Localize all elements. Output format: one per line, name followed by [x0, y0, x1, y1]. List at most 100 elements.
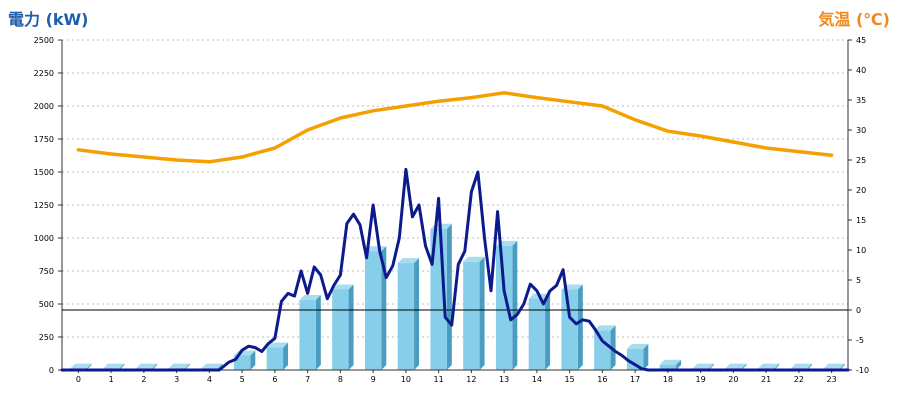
- bar-side: [86, 363, 92, 370]
- bar-top: [823, 363, 845, 369]
- bar-side: [479, 256, 485, 370]
- bar: [397, 258, 420, 370]
- x-tick-label: 21: [761, 375, 771, 384]
- left-tick-label: 250: [39, 333, 54, 342]
- x-tick-label: 7: [305, 375, 310, 384]
- x-tick-label: 23: [827, 375, 837, 384]
- bar: [266, 342, 289, 370]
- bar-front: [463, 261, 480, 370]
- bar: [528, 293, 551, 370]
- x-tick-label: 16: [597, 375, 607, 384]
- left-tick-label: 2250: [34, 69, 54, 78]
- bar-side: [446, 223, 452, 370]
- bar: [626, 343, 649, 370]
- bar-front: [233, 355, 251, 370]
- bar: [299, 295, 321, 370]
- bar-top: [626, 343, 649, 349]
- bar-front: [594, 330, 611, 370]
- bar-side: [283, 342, 289, 370]
- bar-top: [692, 363, 714, 369]
- x-tick-label: 2: [141, 375, 146, 384]
- right-tick-label: 25: [856, 156, 866, 165]
- bar-top: [659, 359, 682, 365]
- left-tick-label: 1500: [34, 168, 54, 177]
- right-axis-title: 気温 (℃): [818, 10, 890, 29]
- bar-side: [839, 363, 845, 370]
- bar: [233, 350, 256, 370]
- bar-top: [463, 256, 485, 262]
- right-tick-label: -5: [856, 336, 864, 345]
- x-tick-label: 17: [630, 375, 640, 384]
- bar-side: [807, 363, 813, 370]
- bar-top: [135, 363, 158, 369]
- right-tick-label: -10: [856, 366, 869, 375]
- bar-side: [512, 240, 518, 370]
- bar-top: [168, 363, 190, 369]
- left-tick-label: 1000: [34, 234, 54, 243]
- x-tick-label: 18: [663, 375, 673, 384]
- grid-lines: [62, 39, 848, 338]
- temperature-series: [76, 91, 834, 164]
- axes: [58, 39, 852, 373]
- bar-side: [741, 363, 747, 370]
- bar-front: [495, 245, 513, 370]
- bar: [659, 359, 682, 370]
- x-tick-label: 8: [338, 375, 343, 384]
- bar-top: [299, 295, 321, 301]
- bar-side: [414, 258, 420, 370]
- bar-front: [299, 300, 316, 370]
- x-tick-label: 11: [434, 375, 444, 384]
- bar: [332, 284, 354, 370]
- x-tick-label: 0: [76, 375, 81, 384]
- tick-labels: 02505007501000125015001750200022502500-1…: [34, 36, 869, 384]
- left-tick-label: 500: [39, 300, 54, 309]
- right-tick-label: 40: [856, 66, 866, 75]
- left-tick-label: 2500: [34, 36, 54, 45]
- right-tick-label: 20: [856, 186, 866, 195]
- x-tick-label: 10: [401, 375, 411, 384]
- bar-side: [348, 284, 354, 370]
- bar-side: [577, 284, 583, 370]
- x-tick-label: 19: [696, 375, 706, 384]
- bar-top: [725, 363, 747, 369]
- x-tick-label: 3: [174, 375, 179, 384]
- right-tick-label: 35: [856, 96, 866, 105]
- x-tick-label: 15: [565, 375, 575, 384]
- right-tick-label: 30: [856, 126, 866, 135]
- temperature-line: [76, 91, 834, 164]
- bar-side: [250, 350, 256, 370]
- bar-front: [332, 289, 349, 370]
- bar-top: [70, 363, 92, 369]
- x-tick-label: 6: [272, 375, 277, 384]
- bar: [594, 325, 616, 370]
- left-tick-label: 750: [39, 267, 54, 276]
- bar: [463, 256, 485, 370]
- bar-top: [397, 258, 420, 264]
- x-tick-label: 1: [109, 375, 114, 384]
- power-line: [60, 167, 850, 372]
- x-tick-label: 4: [207, 375, 212, 384]
- x-tick-label: 13: [499, 375, 509, 384]
- bar-side: [315, 295, 321, 370]
- bar-side: [184, 363, 190, 370]
- x-tick-label: 22: [794, 375, 804, 384]
- x-tick-label: 20: [728, 375, 738, 384]
- x-tick-label: 14: [532, 375, 542, 384]
- bar-front: [626, 348, 644, 370]
- bar-front: [364, 251, 382, 370]
- left-axis-title: 電力 (kW): [8, 10, 89, 29]
- bar-front: [266, 347, 284, 370]
- bar-front: [528, 298, 546, 370]
- right-tick-label: 45: [856, 36, 866, 45]
- bar: [561, 284, 583, 370]
- power-series: [60, 167, 850, 372]
- bar-side: [774, 363, 780, 370]
- bar: [495, 240, 518, 370]
- bar-side: [643, 343, 649, 370]
- bar-top: [102, 363, 125, 369]
- right-tick-label: 5: [856, 276, 861, 285]
- right-tick-label: 10: [856, 246, 866, 255]
- bar-top: [332, 284, 354, 290]
- x-tick-label: 5: [240, 375, 245, 384]
